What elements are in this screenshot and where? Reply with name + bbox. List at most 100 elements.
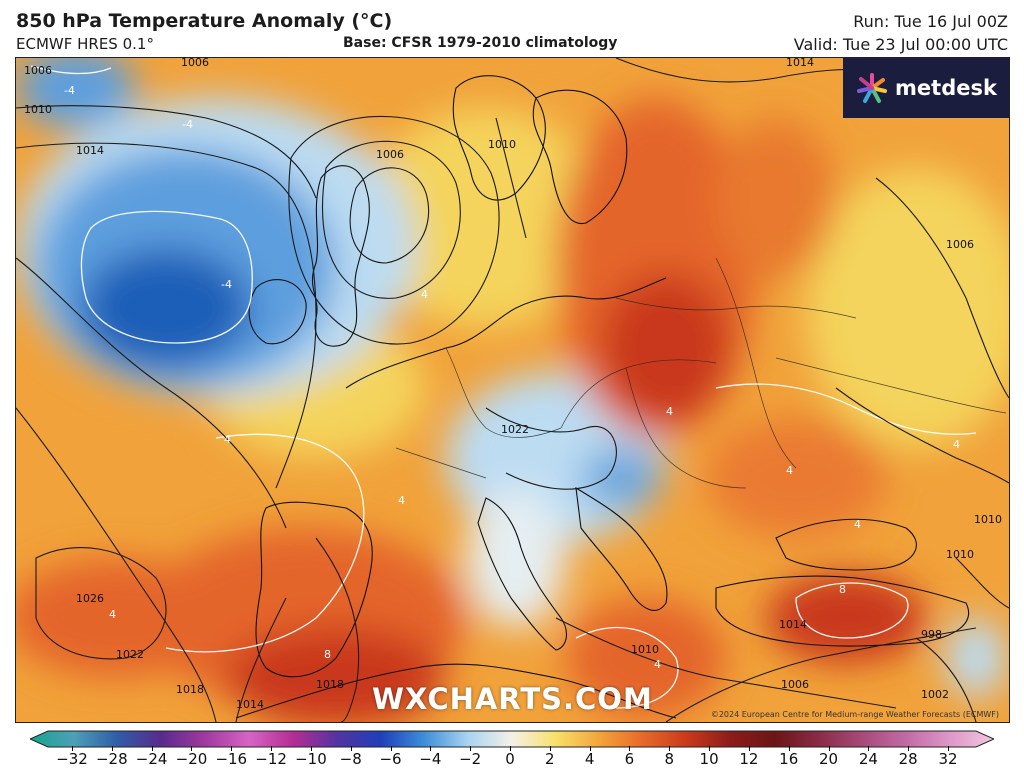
country-borders xyxy=(395,257,1007,489)
isobar-label: 1006 xyxy=(376,148,404,161)
colorbar-fill xyxy=(30,730,994,748)
very-hot-area-poland xyxy=(601,273,731,423)
colorbar-tick xyxy=(788,746,790,751)
cold-area-north xyxy=(16,58,136,128)
colorbar-tick-label: −2 xyxy=(459,750,482,768)
isobar-label: 1010 xyxy=(974,513,1002,526)
colorbar-tick xyxy=(111,746,113,751)
anomaly-contour-east xyxy=(715,383,977,435)
isobar-label: 1010 xyxy=(631,643,659,656)
isobar-1006-east xyxy=(665,627,977,722)
colorbar-tick-label: −24 xyxy=(135,750,168,768)
coastlines xyxy=(235,75,970,719)
isobar-label: 998 xyxy=(921,628,942,641)
colorbar-tick-label: −12 xyxy=(255,750,287,768)
isobar-label: 1002 xyxy=(921,688,949,701)
colorbar-tick-label: −10 xyxy=(295,750,327,768)
colorbar-tick-label: 28 xyxy=(898,750,918,768)
colorbar xyxy=(30,730,994,748)
anomaly-contour-med xyxy=(575,626,679,709)
anomaly-contours xyxy=(30,65,977,709)
model-name: ECMWF HRES 0.1° xyxy=(16,35,154,53)
isobar-1010-norway xyxy=(495,117,527,239)
colorbar-tick-label: −16 xyxy=(215,750,248,768)
colorbar-tick xyxy=(828,746,830,751)
very-hot-area-turkey xyxy=(766,573,926,663)
colorbar-tick-label: 8 xyxy=(664,750,675,768)
metdesk-logo-text: metdesk xyxy=(895,76,997,100)
anomaly-label: 4 xyxy=(109,608,116,621)
anomaly-contour-cold-atlantic xyxy=(80,210,253,344)
coast-europe-north xyxy=(345,277,667,389)
isobar-label: 1014 xyxy=(779,618,807,631)
colorbar-tick xyxy=(908,746,910,751)
colorbar-tick xyxy=(310,746,312,751)
coast-ireland xyxy=(248,279,307,345)
anomaly-label: 4 xyxy=(654,658,661,671)
border-c xyxy=(625,367,747,489)
climatology-base: Base: CFSR 1979-2010 climatology xyxy=(343,35,618,51)
colorbar-tick-label: −20 xyxy=(175,750,208,768)
colorbar-tick-label: 10 xyxy=(699,750,719,768)
metdesk-logo-icon xyxy=(857,73,888,103)
colorbar-tick xyxy=(709,746,711,751)
isobar-1026-high xyxy=(35,547,167,660)
colorbar-tick-label: 4 xyxy=(584,750,595,768)
hot-area-russia xyxy=(716,118,836,278)
coast-sweden xyxy=(532,89,628,225)
isobar-label: 1026 xyxy=(76,592,104,605)
colorbar-tick-label: 2 xyxy=(545,750,555,768)
colorbar-tick-label: 24 xyxy=(858,750,878,768)
colorbar-tick-label: −8 xyxy=(339,750,362,768)
isobar-1006-russia xyxy=(875,177,1009,399)
anomaly-label: 4 xyxy=(421,288,428,301)
anomaly-labels: -4 -4 -4 4 4 4 4 4 4 4 8 8 4 4 xyxy=(64,84,960,671)
colorbar-tick xyxy=(629,746,631,751)
border-e xyxy=(395,447,487,479)
colorbar-tick xyxy=(748,746,750,751)
colorbar-tick xyxy=(669,746,671,751)
isobar-label: 1010 xyxy=(24,103,52,116)
map-canvas: 1006 1006 1010 1014 1006 1010 1014 1006 … xyxy=(16,58,1009,722)
colorbar-tick-label: 12 xyxy=(739,750,759,768)
coast-north-africa xyxy=(235,663,677,719)
cold-area-balkans xyxy=(581,448,661,508)
isobar-1018-spain xyxy=(315,537,360,722)
isobar-label: 1014 xyxy=(76,144,104,157)
coast-iberia xyxy=(255,501,373,678)
colorbar-tick xyxy=(151,746,153,751)
isobar-label: 1010 xyxy=(488,138,516,151)
colorbar-tick xyxy=(350,746,352,751)
metdesk-logo: metdesk xyxy=(843,58,1009,118)
colorbar-tick-label: 32 xyxy=(938,750,958,768)
anomaly-map: 1006 1006 1010 1014 1006 1010 1014 1006 … xyxy=(15,57,1010,723)
colorbar-tick xyxy=(72,746,73,751)
isobar-label: 1022 xyxy=(501,423,529,436)
isobar-label: 1006 xyxy=(781,678,809,691)
anomaly-label: -4 xyxy=(221,278,232,291)
isobar-caucasus xyxy=(955,557,1009,609)
cool-area-italy xyxy=(466,488,566,628)
isobar-label: 1010 xyxy=(946,548,974,561)
anomaly-contour-north xyxy=(30,65,112,75)
coast-black-sea xyxy=(775,518,917,571)
colorbar-tick xyxy=(589,746,591,751)
isobar-1022-sw xyxy=(16,407,217,722)
colorbar-tick-label: −4 xyxy=(419,750,442,768)
isobar-turkey-low xyxy=(915,637,977,722)
copyright-notice: ©2024 European Centre for Medium-range W… xyxy=(710,710,999,719)
anomaly-label: 4 xyxy=(224,433,231,446)
isobar-low-ring-2 xyxy=(322,140,461,299)
isobar-label: 1022 xyxy=(116,648,144,661)
isobar-label: 1006 xyxy=(181,58,209,69)
wxcharts-watermark: WXCHARTS.COM xyxy=(372,682,653,716)
colorbar-tick xyxy=(510,746,511,751)
anomaly-label: 4 xyxy=(854,518,861,531)
coast-great-britain xyxy=(311,165,370,347)
colorbar-tick-label: 6 xyxy=(624,750,635,768)
isobar-1006-south-russia xyxy=(835,387,1009,484)
colorbar-tick xyxy=(390,746,392,751)
isobar-alps xyxy=(485,407,617,490)
hot-area-atlantic-sw xyxy=(16,558,226,678)
anomaly-label: -4 xyxy=(182,118,193,131)
